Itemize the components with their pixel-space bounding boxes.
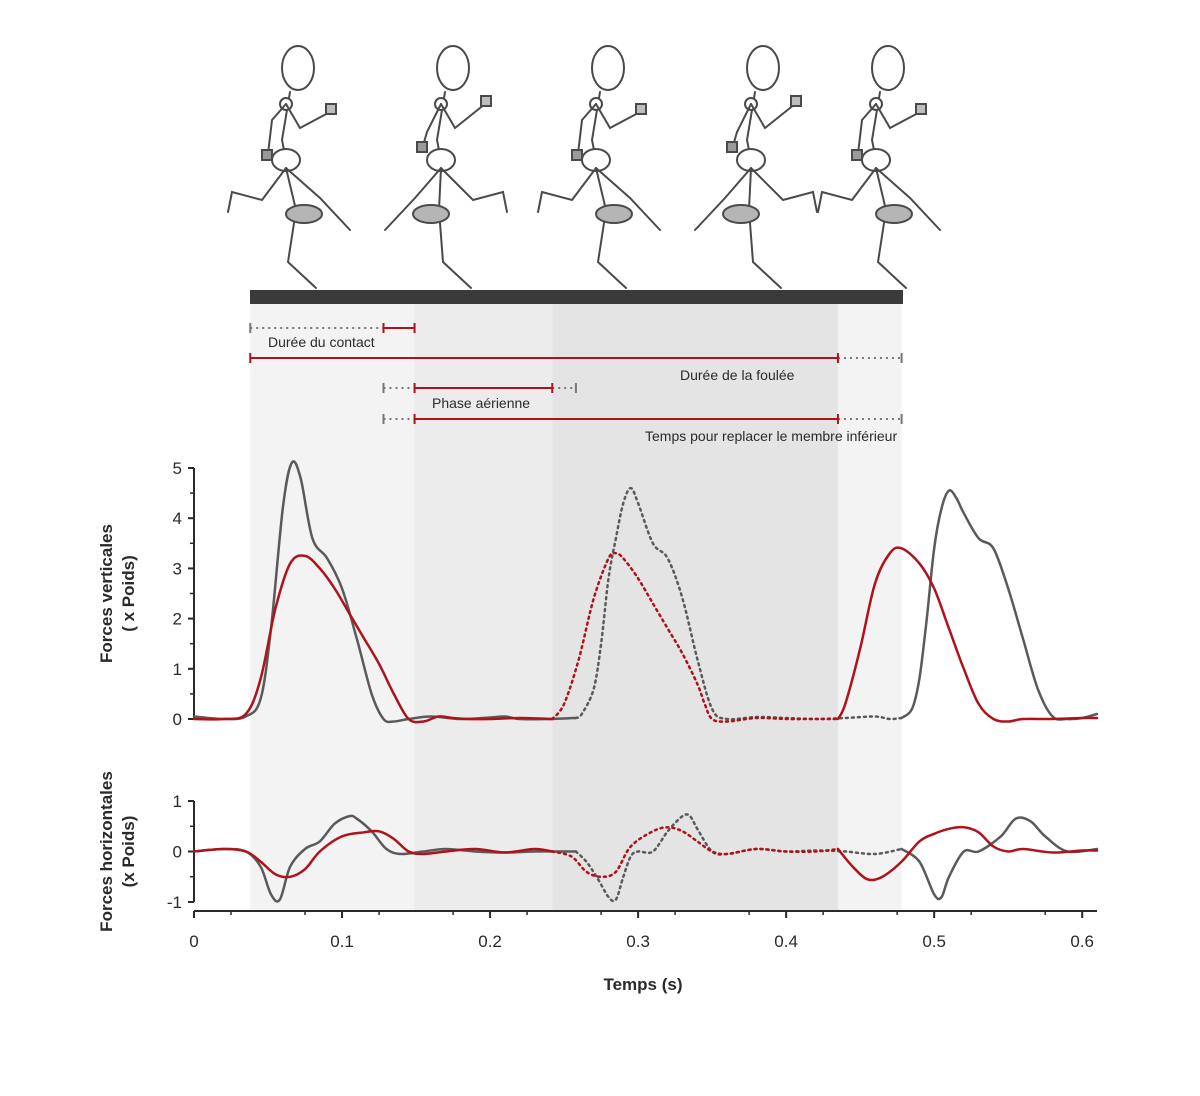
- y-tick-label: 1: [173, 660, 182, 679]
- series-line: [900, 816, 1099, 901]
- runner-figure: [694, 45, 818, 289]
- phase-band: [414, 304, 553, 910]
- interval-label: Phase aérienne: [432, 395, 530, 411]
- y-axis-title: Forces verticales: [97, 524, 116, 663]
- vertical-forces-panel: 0 1 2 3 4 5 Forces verticales( x Poids): [97, 459, 1099, 729]
- y-tick-label: 4: [173, 509, 182, 528]
- phase-band: [250, 304, 415, 910]
- series-line: [192, 829, 554, 879]
- x-tick-label: 0.3: [626, 932, 650, 951]
- y-tick-label: 1: [173, 792, 182, 811]
- x-tick-label: 0.1: [330, 932, 354, 951]
- series-line: [836, 546, 1099, 723]
- series-line: [836, 825, 1099, 882]
- series-line-dotted: [550, 826, 840, 879]
- interval-annotation: Durée du contact: [249, 323, 416, 350]
- y-tick-label: 0: [173, 843, 182, 862]
- interval-label: Temps pour replacer le membre inférieur: [645, 428, 897, 444]
- interval-label: Durée de la foulée: [680, 367, 795, 383]
- series-line: [192, 814, 578, 903]
- interval-label: Durée du contact: [268, 334, 375, 350]
- interval-annotation: Durée de la foulée: [249, 353, 903, 383]
- runner-figure: [227, 45, 351, 289]
- horizontal-forces-panel: -1 0 1 Forces horizontales (x Poids): [97, 771, 1099, 932]
- x-tick-label: 0.6: [1070, 932, 1094, 951]
- y-tick-label: 2: [173, 610, 182, 629]
- phase-shading: [250, 304, 902, 910]
- runner-illustration: [227, 45, 941, 289]
- y-tick-label: 0: [173, 710, 182, 729]
- y-axis-title: (x Poids): [119, 816, 138, 888]
- series-line-dotted: [574, 813, 903, 903]
- series-line: [192, 554, 554, 724]
- series-line: [900, 489, 1099, 721]
- runner-figure: [537, 45, 661, 289]
- y-tick-label: -1: [167, 893, 182, 912]
- x-tick-label: 0.2: [478, 932, 502, 951]
- ground-bar: [250, 290, 903, 304]
- y-axis-title: Forces horizontales: [97, 771, 116, 932]
- x-axis: 0 0.1 0.2 0.3 0.4 0.5 0.6: [189, 910, 1097, 951]
- interval-annotation: Temps pour replacer le membre inférieur: [382, 414, 903, 444]
- x-tick-label: 0.5: [922, 932, 946, 951]
- y-tick-label: 3: [173, 559, 182, 578]
- x-axis-title: Temps (s): [603, 975, 682, 994]
- runner-figure: [384, 45, 508, 289]
- runner-figure: [817, 45, 941, 289]
- phase-annotations: Durée du contact Durée de la foulée Phase …: [249, 323, 903, 444]
- series-line-dotted: [550, 551, 840, 723]
- phase-band: [552, 304, 838, 910]
- x-tick-label: 0.4: [774, 932, 798, 951]
- series-line: [192, 460, 578, 724]
- interval-annotation: Phase aérienne: [382, 383, 577, 411]
- y-axis-title: ( x Poids): [119, 555, 138, 632]
- y-tick-label: 5: [173, 459, 182, 478]
- x-tick-label: 0: [189, 932, 198, 951]
